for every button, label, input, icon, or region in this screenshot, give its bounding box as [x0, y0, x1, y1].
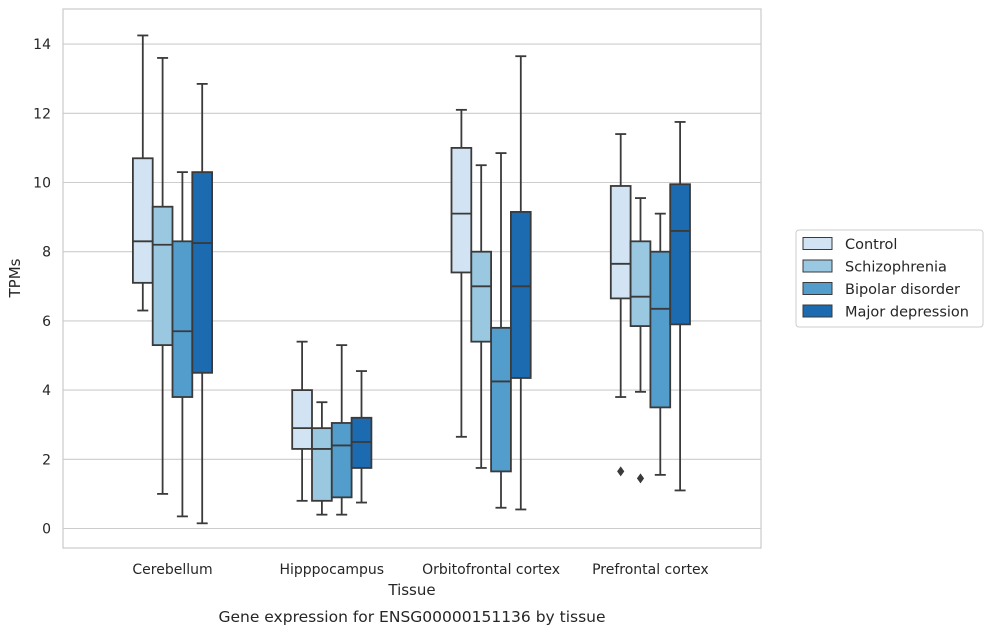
box — [191, 171, 214, 374]
plot-frame — [62, 8, 762, 549]
box-group — [629, 197, 652, 484]
box — [609, 185, 632, 300]
y-tick-label: 10 — [33, 176, 51, 192]
box-group — [131, 34, 154, 312]
box-group — [669, 121, 691, 492]
x-tick-labels: Cerebellum Hipppocampus Orbitofrontal cort… — [132, 562, 708, 578]
box — [131, 157, 154, 284]
legend-frame — [795, 229, 984, 328]
y-tick-labels: 0 2 4 6 8 10 12 14 — [33, 37, 51, 537]
y-axis-title: TPMs — [6, 258, 24, 298]
y-tick-label: 14 — [33, 37, 51, 53]
box — [291, 389, 313, 450]
legend-label: Schizophrenia — [845, 260, 947, 276]
y-tick-label: 4 — [42, 383, 51, 399]
box — [450, 146, 473, 274]
x-tick-label: Orbitofrontal cortex — [422, 562, 560, 578]
box-group — [509, 55, 532, 511]
box-group — [450, 108, 473, 438]
box-group — [330, 344, 353, 516]
x-tick-label: Hipppocampus — [279, 562, 384, 578]
boxes — [131, 34, 691, 525]
box-group — [151, 57, 174, 495]
box-group — [291, 340, 313, 502]
y-tick-label: 8 — [42, 245, 51, 261]
box — [470, 250, 492, 343]
box — [151, 205, 174, 347]
legend-swatch — [802, 304, 833, 318]
legend-swatch — [802, 237, 833, 250]
x-tick-label: Prefrontal cortex — [592, 562, 709, 578]
legend-label: Control — [845, 237, 897, 253]
box — [509, 211, 532, 379]
legend-swatch — [802, 259, 833, 273]
box-group — [470, 164, 492, 469]
y-tick-label: 12 — [33, 106, 51, 122]
legend-swatch — [802, 282, 833, 295]
box-group — [490, 152, 512, 509]
box — [629, 240, 652, 327]
box — [490, 326, 512, 473]
box — [649, 250, 672, 409]
box — [669, 183, 691, 326]
box — [171, 240, 194, 398]
box — [330, 422, 353, 499]
y-tick-label: 2 — [42, 452, 51, 468]
legend-label: Bipolar disorder — [845, 282, 960, 298]
x-tick-label: Cerebellum — [132, 562, 212, 578]
box-group — [191, 82, 214, 525]
box-group — [350, 370, 373, 504]
box-group — [649, 212, 672, 476]
box-group — [171, 171, 194, 518]
legend: Control Schizophrenia Bipolar disorder Majo… — [795, 229, 984, 328]
x-axis-title: Tissue — [387, 581, 435, 599]
legend-label: Major depression — [845, 305, 969, 321]
chart-caption: Gene expression for ENSG00000151136 by t… — [218, 608, 605, 626]
box — [311, 427, 333, 502]
y-tick-label: 6 — [42, 314, 51, 330]
outlier-point — [617, 466, 625, 477]
box-group — [609, 133, 632, 477]
outlier-point — [636, 473, 645, 484]
y-tick-label: 0 — [42, 522, 51, 538]
